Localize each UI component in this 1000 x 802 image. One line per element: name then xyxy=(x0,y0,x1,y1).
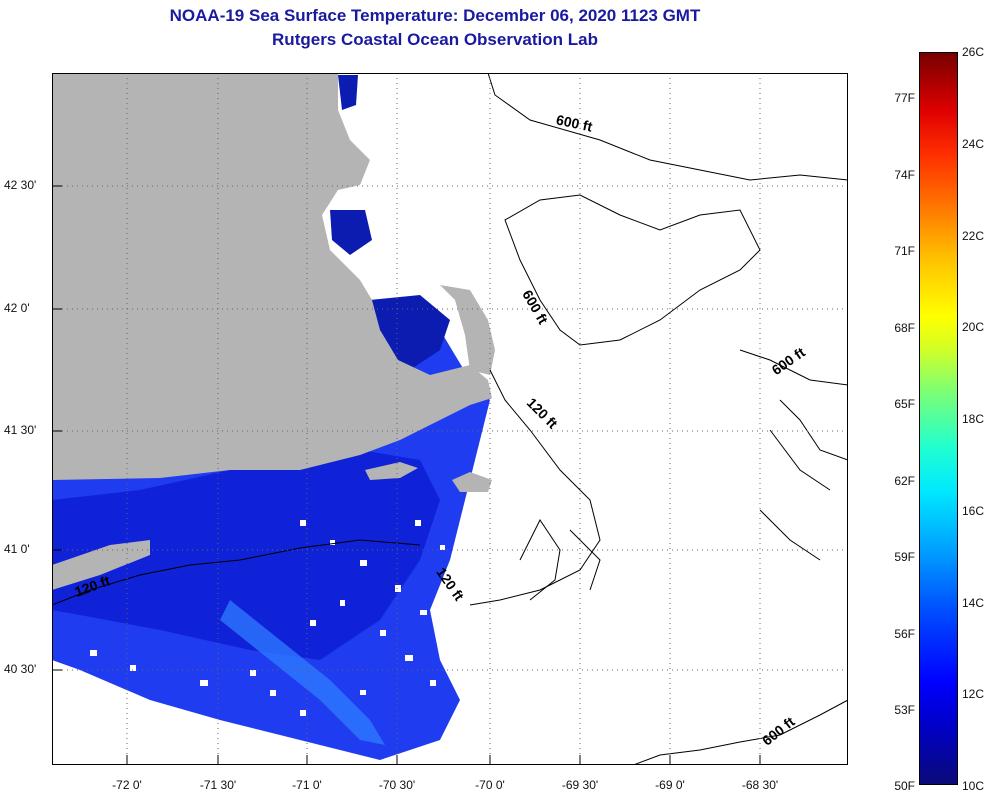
lon-label-70-0: -70 0' xyxy=(475,778,505,792)
colorbar-f-62: 62F xyxy=(894,474,915,488)
contour-120 xyxy=(469,369,601,606)
contour-600-east xyxy=(739,349,848,386)
colorbar-f-53: 53F xyxy=(894,703,915,717)
lon-label-72-0: -72 0' xyxy=(112,778,142,792)
sst-water-mass-bay xyxy=(330,210,372,255)
land-marthas-vineyard xyxy=(365,462,418,480)
graticule xyxy=(52,73,848,765)
colorbar-c-26: 26C xyxy=(962,45,985,59)
colorbar-f-77: 77F xyxy=(894,91,915,105)
contour-600-south xyxy=(631,699,848,765)
lat-label-42-0: 42 0' xyxy=(4,301,30,315)
contour-shoals xyxy=(519,519,601,601)
temperature-colorbar xyxy=(919,52,958,785)
lon-label-69-0: -69 0' xyxy=(655,778,685,792)
sst-map-svg xyxy=(52,73,848,765)
sst-water-deep xyxy=(52,450,440,660)
sst-water-north xyxy=(338,75,358,110)
colorbar-c-22: 22C xyxy=(962,229,985,243)
contour-120-west xyxy=(52,539,421,606)
cloud-speckle xyxy=(90,520,456,726)
lon-label-69-30: -69 30' xyxy=(561,778,599,792)
colorbar-c-18: 18C xyxy=(962,412,985,426)
lat-label-42-30: 42 30' xyxy=(4,178,37,192)
lon-label-68-30: -68 30' xyxy=(741,778,779,792)
colorbar-f-59: 59F xyxy=(894,550,915,564)
land-cape-cod xyxy=(440,285,495,375)
lon-label-70-30: -70 30' xyxy=(378,778,416,792)
colorbar-c-14: 14C xyxy=(962,596,985,610)
sst-map: 600 ft 600 ft 600 ft 120 ft 120 ft 120 f… xyxy=(52,73,848,765)
map-title: NOAA-19 Sea Surface Temperature: Decembe… xyxy=(169,6,701,25)
lat-label-41-30: 41 30' xyxy=(4,423,37,437)
contour-600-north xyxy=(487,73,848,181)
land-layer xyxy=(52,73,495,590)
colorbar-f-50: 50F xyxy=(894,779,915,793)
bathymetry-contours xyxy=(52,73,848,765)
axis-ticks xyxy=(52,185,761,765)
lat-label-40-30: 40 30' xyxy=(4,662,37,676)
contour-600-mid xyxy=(504,194,761,346)
lon-label-71-0: -71 0' xyxy=(292,778,322,792)
contour-east-ridges xyxy=(759,399,848,561)
lat-label-41-0: 41 0' xyxy=(4,542,30,556)
colorbar-f-56: 56F xyxy=(894,627,915,641)
colorbar-c-10: 10C xyxy=(962,779,985,793)
colorbar-c-24: 24C xyxy=(962,137,985,151)
colorbar-f-68: 68F xyxy=(894,321,915,335)
land-new-england xyxy=(52,73,492,480)
colorbar-f-71: 71F xyxy=(894,244,915,258)
land-nantucket xyxy=(452,472,492,492)
colorbar-c-16: 16C xyxy=(962,504,985,518)
colorbar-f-74: 74F xyxy=(894,168,915,182)
land-long-island xyxy=(52,540,150,590)
colorbar-f-65: 65F xyxy=(894,397,915,411)
map-subtitle: Rutgers Coastal Ocean Observation Lab xyxy=(272,30,598,49)
sst-water-light-streak xyxy=(220,600,385,745)
colorbar-c-20: 20C xyxy=(962,320,985,334)
colorbar-c-12: 12C xyxy=(962,687,985,701)
lon-label-71-30: -71 30' xyxy=(199,778,237,792)
